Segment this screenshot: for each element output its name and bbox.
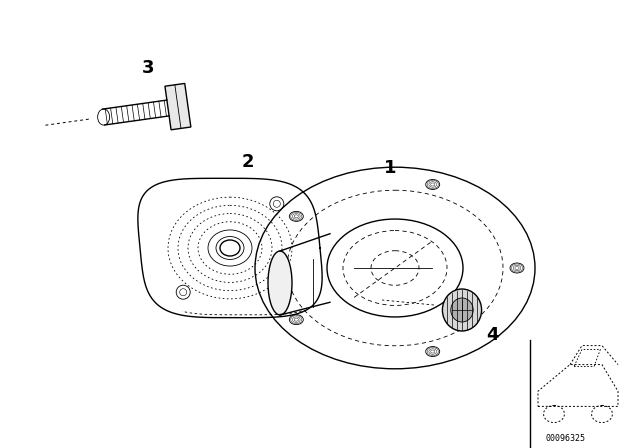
- Polygon shape: [165, 83, 191, 130]
- Text: 3: 3: [141, 59, 154, 77]
- Text: 00096325: 00096325: [545, 434, 585, 443]
- Ellipse shape: [442, 289, 482, 331]
- Text: 4: 4: [486, 326, 499, 344]
- Ellipse shape: [268, 251, 292, 315]
- Text: 2: 2: [242, 153, 254, 171]
- Ellipse shape: [451, 298, 473, 322]
- Text: 1: 1: [384, 159, 396, 177]
